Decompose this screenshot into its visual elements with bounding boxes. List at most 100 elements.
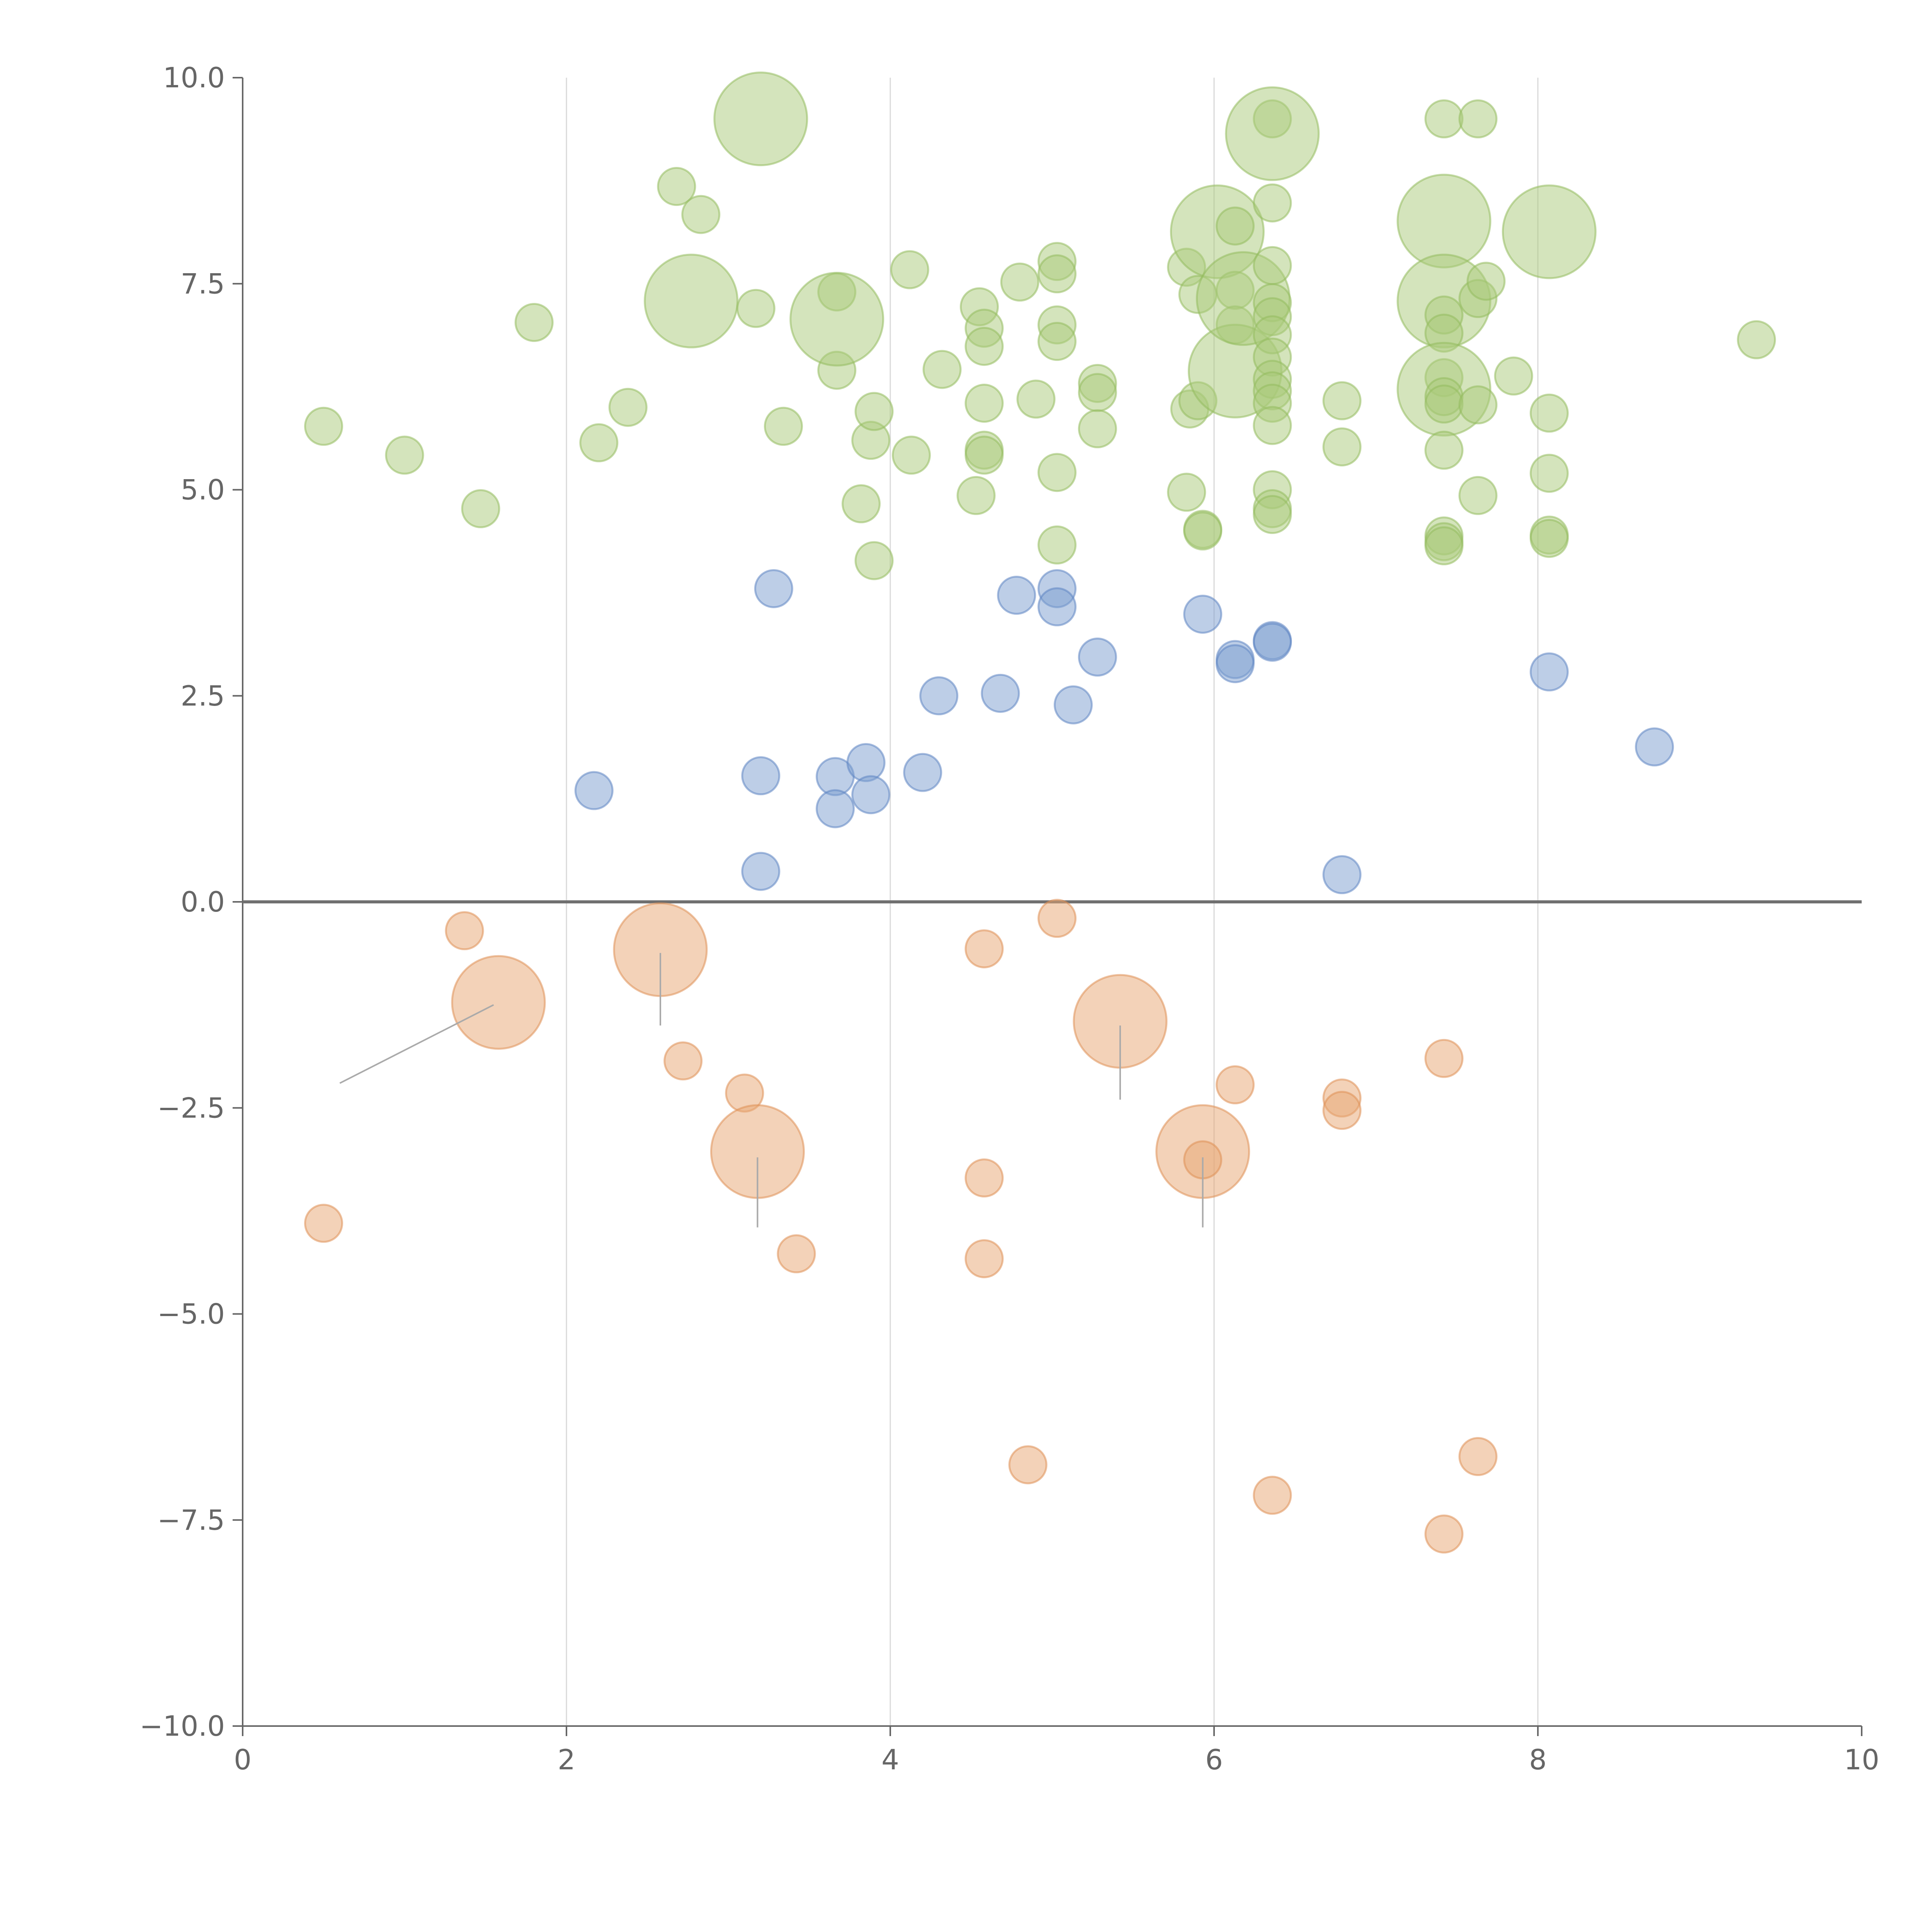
green-bubble	[1458, 476, 1498, 515]
green-bubble	[854, 541, 894, 580]
green-bubble	[922, 350, 962, 389]
bubble-layer	[304, 71, 1776, 1554]
leader-line	[339, 1004, 494, 1084]
green-bubble	[1424, 430, 1464, 470]
x-tick-label: 0	[234, 1743, 252, 1776]
green-bubble	[1037, 254, 1077, 294]
orange-bubble	[964, 1239, 1004, 1279]
green-bubble	[1037, 525, 1077, 565]
green-bubble	[1458, 99, 1498, 139]
green-bubble	[964, 327, 1004, 366]
green-bubble	[956, 476, 996, 515]
orange-bubble	[1424, 1514, 1464, 1554]
green-bubble	[1322, 427, 1362, 467]
green-bubble	[1225, 86, 1320, 181]
blue-bubble	[1529, 652, 1569, 692]
y-tick-label: 10.0	[163, 61, 225, 94]
green-bubble	[1458, 385, 1498, 425]
green-bubble	[1000, 262, 1039, 302]
green-bubble	[1253, 495, 1292, 534]
orange-bubble	[451, 955, 546, 1050]
x-tick-label: 6	[1205, 1743, 1223, 1776]
green-bubble	[1253, 246, 1292, 285]
green-bubble	[1737, 320, 1776, 359]
green-bubble	[1253, 183, 1292, 223]
blue-bubble	[1253, 622, 1292, 662]
green-bubble	[1529, 519, 1569, 558]
green-bubble	[461, 489, 500, 529]
orange-bubble	[1037, 899, 1077, 938]
green-bubble	[1037, 322, 1077, 361]
green-bubble	[304, 406, 343, 446]
green-bubble	[579, 423, 619, 463]
orange-bubble	[304, 1204, 343, 1243]
green-bubble	[1396, 173, 1492, 269]
orange-bubble	[1424, 1039, 1464, 1078]
green-bubble	[385, 435, 424, 475]
green-bubble	[657, 167, 696, 206]
green-bubble	[1424, 526, 1464, 566]
green-bubble	[764, 406, 803, 446]
orange-bubble	[1253, 1476, 1292, 1515]
green-bubble	[713, 71, 808, 167]
orange-bubble	[964, 929, 1004, 969]
y-tick-label: −5.0	[157, 1298, 225, 1330]
green-bubble	[1494, 356, 1533, 396]
green-bubble	[789, 272, 884, 367]
x-tick-label: 4	[881, 1743, 899, 1776]
orange-bubble	[1458, 1437, 1498, 1476]
orange-bubble	[964, 1158, 1004, 1198]
blue-bubble	[1053, 685, 1093, 724]
blue-bubble	[1215, 644, 1255, 684]
green-bubble	[854, 392, 894, 431]
green-bubble	[644, 253, 739, 349]
y-tick-label: −10.0	[139, 1710, 225, 1742]
blue-bubble	[851, 775, 891, 815]
green-bubble	[1529, 393, 1569, 433]
green-bubble	[1322, 381, 1362, 420]
y-tick-label: 7.5	[180, 267, 225, 300]
y-tick-label: −7.5	[157, 1504, 225, 1536]
blue-bubble	[741, 852, 781, 891]
blue-bubble	[846, 743, 886, 782]
green-bubble	[891, 435, 931, 475]
green-bubble	[842, 484, 881, 524]
blue-bubble	[1183, 595, 1223, 634]
blue-bubble	[1635, 727, 1674, 767]
green-bubble	[890, 250, 929, 289]
y-tick-label: −2.5	[157, 1092, 225, 1124]
green-bubble	[608, 388, 648, 427]
green-bubble	[681, 195, 721, 234]
orange-bubble	[663, 1041, 703, 1081]
blue-bubble	[981, 673, 1020, 713]
orange-bubble	[1008, 1445, 1048, 1485]
blue-bubble	[903, 753, 942, 792]
blue-bubble	[1322, 855, 1362, 895]
green-bubble	[1078, 373, 1117, 412]
green-bubble	[1183, 511, 1223, 551]
green-bubble	[1424, 99, 1464, 139]
green-bubble	[964, 435, 1004, 475]
green-bubble	[1167, 473, 1206, 512]
green-bubble	[1529, 454, 1569, 493]
green-bubble	[514, 303, 554, 342]
green-bubble	[1424, 384, 1464, 424]
x-tick-label: 8	[1529, 1743, 1547, 1776]
blue-bubble	[741, 756, 781, 796]
orange-bubble	[1215, 1065, 1255, 1105]
blue-bubble	[1078, 637, 1117, 677]
blue-bubble	[574, 771, 614, 810]
green-bubble	[1253, 406, 1292, 445]
y-tick-label: 5.0	[180, 474, 225, 506]
orange-bubble	[777, 1234, 816, 1274]
green-bubble	[1466, 262, 1506, 301]
green-bubble	[1502, 184, 1597, 279]
x-tick-label: 10	[1844, 1743, 1879, 1776]
orange-bubble	[445, 911, 484, 951]
y-tick-label: 0.0	[180, 886, 225, 918]
green-bubble	[1215, 206, 1255, 246]
blue-bubble	[997, 576, 1036, 615]
x-tick-label: 2	[558, 1743, 575, 1776]
